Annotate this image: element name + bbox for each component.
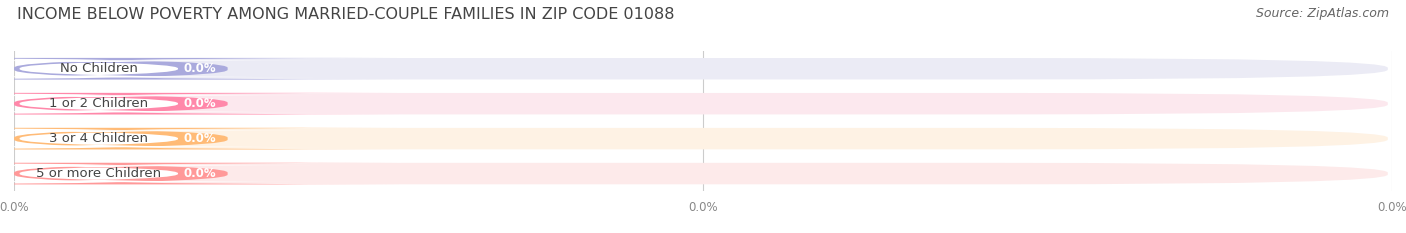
- FancyBboxPatch shape: [0, 128, 398, 150]
- Text: 3 or 4 Children: 3 or 4 Children: [49, 132, 148, 145]
- FancyBboxPatch shape: [0, 163, 398, 185]
- Text: 0.0%: 0.0%: [184, 167, 217, 180]
- Text: 0.0%: 0.0%: [184, 62, 217, 75]
- Text: Source: ZipAtlas.com: Source: ZipAtlas.com: [1256, 7, 1389, 20]
- FancyBboxPatch shape: [0, 130, 339, 147]
- Text: 1 or 2 Children: 1 or 2 Children: [49, 97, 149, 110]
- FancyBboxPatch shape: [0, 60, 339, 77]
- Text: 0.0%: 0.0%: [688, 201, 718, 214]
- FancyBboxPatch shape: [18, 163, 1388, 184]
- FancyBboxPatch shape: [0, 58, 398, 80]
- FancyBboxPatch shape: [0, 95, 339, 112]
- Text: 5 or more Children: 5 or more Children: [37, 167, 162, 180]
- Text: 0.0%: 0.0%: [184, 132, 217, 145]
- Text: 0.0%: 0.0%: [1376, 201, 1406, 214]
- FancyBboxPatch shape: [18, 93, 1388, 114]
- Text: 0.0%: 0.0%: [0, 201, 30, 214]
- Text: 0.0%: 0.0%: [184, 97, 217, 110]
- Text: INCOME BELOW POVERTY AMONG MARRIED-COUPLE FAMILIES IN ZIP CODE 01088: INCOME BELOW POVERTY AMONG MARRIED-COUPL…: [17, 7, 675, 22]
- FancyBboxPatch shape: [18, 128, 1388, 149]
- FancyBboxPatch shape: [0, 93, 398, 115]
- FancyBboxPatch shape: [0, 165, 339, 182]
- Text: No Children: No Children: [60, 62, 138, 75]
- FancyBboxPatch shape: [18, 58, 1388, 79]
